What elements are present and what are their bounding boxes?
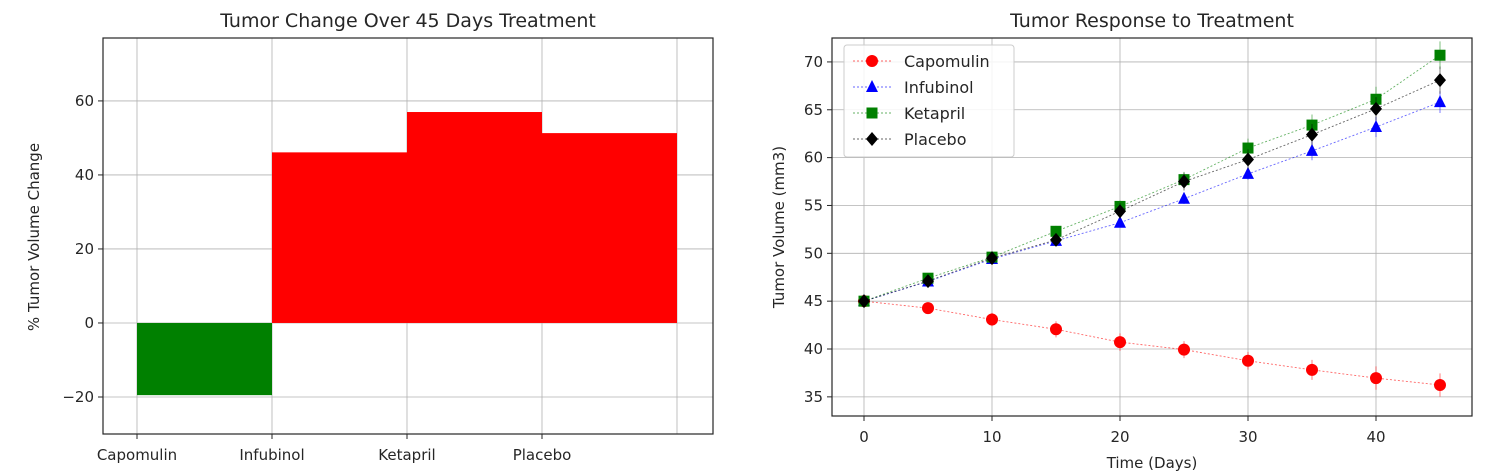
data-point [1114, 215, 1126, 228]
bar [542, 133, 677, 323]
line-y-ticks: 35 40 45 50 55 60 65 70 [804, 53, 832, 406]
line-legend: Capomulin Infubinol Ketapril Placebo [843, 44, 1015, 158]
series-line [863, 54, 1441, 302]
legend-item: Placebo [853, 130, 966, 149]
data-point [986, 313, 998, 326]
bar-x-tick-label: Capomulin [97, 446, 177, 464]
legend-item: Ketapril [853, 104, 965, 123]
line-y-tick-label: 50 [804, 244, 823, 262]
line-y-tick-label: 45 [804, 292, 823, 310]
bar-x-ticks: Capomulin Infubinol Ketapril Placebo [97, 434, 571, 464]
data-point [1242, 354, 1254, 367]
line-y-tick-label: 65 [804, 101, 823, 119]
line-series [858, 41, 1446, 397]
bar-y-tick-label: 60 [75, 92, 94, 110]
line-x-ticks: 0 10 20 30 40 [859, 416, 1386, 446]
data-point [1050, 225, 1062, 237]
data-point [1434, 49, 1446, 61]
line-y-tick-label: 55 [804, 196, 823, 214]
data-point [1114, 336, 1126, 349]
series-line [863, 101, 1441, 302]
data-point [1370, 372, 1382, 385]
line-chart: 35 40 45 50 55 60 65 70 0 10 20 30 40 Tumor Respons… [770, 10, 1473, 472]
data-point [1114, 204, 1126, 219]
bar-plot-frame [102, 37, 714, 435]
data-point [1178, 174, 1190, 189]
data-point [1178, 191, 1190, 204]
bar-y-axis-label: % Tumor Volume Change [25, 143, 43, 331]
data-point [922, 274, 934, 289]
data-point [1242, 152, 1254, 167]
bar-chart: −20 0 20 40 60 Capomulin Infubinol Ketapril Pla… [25, 10, 714, 464]
data-point [858, 294, 870, 309]
data-point [1178, 343, 1190, 356]
bar-y-tick-label: −20 [62, 388, 94, 406]
line-x-axis-label: Time (Days) [1106, 454, 1198, 472]
data-point [922, 302, 934, 315]
bar-y-tick-label: 0 [84, 314, 94, 332]
data-point [1370, 101, 1382, 116]
line-x-tick-label: 30 [1238, 428, 1257, 446]
line-chart-title: Tumor Response to Treatment [1009, 10, 1294, 32]
bar-x-tick-label: Placebo [513, 446, 572, 464]
data-point [1370, 119, 1382, 132]
data-point [986, 251, 998, 266]
data-point [1306, 143, 1318, 156]
legend-label: Ketapril [904, 104, 965, 123]
legend-box [843, 44, 1015, 158]
line-y-tick-label: 35 [804, 388, 823, 406]
legend-item: Infubinol [853, 78, 974, 97]
line-x-tick-label: 10 [982, 428, 1001, 446]
line-y-tick-label: 70 [804, 53, 823, 71]
bar-y-ticks: −20 0 20 40 60 [62, 92, 103, 406]
data-point [1242, 166, 1254, 179]
bar [272, 152, 407, 323]
bar-x-tick-label: Ketapril [378, 446, 435, 464]
data-point [1434, 95, 1446, 108]
bar [137, 322, 272, 396]
bar-chart-title: Tumor Change Over 45 Days Treatment [219, 10, 596, 32]
bar [407, 112, 542, 323]
data-point [1434, 73, 1446, 88]
legend-label: Capomulin [904, 52, 990, 71]
data-point [1242, 142, 1254, 154]
series-capomulin [858, 295, 1446, 397]
legend-marker [866, 107, 878, 119]
line-x-tick-label: 20 [1110, 428, 1129, 446]
bar-y-tick-label: 20 [75, 240, 94, 258]
legend-marker [866, 80, 878, 92]
legend-label: Infubinol [904, 78, 974, 97]
line-y-axis-label: Tumor Volume (mm3) [770, 146, 788, 309]
line-y-tick-label: 40 [804, 340, 823, 358]
legend-label: Placebo [904, 130, 966, 149]
line-y-tick-label: 60 [804, 149, 823, 167]
data-point [1306, 363, 1318, 376]
legend-marker [866, 55, 878, 67]
bar-y-tick-label: 40 [75, 166, 94, 184]
series-placebo [858, 66, 1446, 309]
bar-series [137, 112, 677, 396]
bar-x-tick-label: Infubinol [239, 446, 304, 464]
data-point [1050, 232, 1062, 247]
legend-marker [866, 132, 878, 146]
data-point [1306, 127, 1318, 142]
line-plot-frame [831, 37, 1473, 417]
series-line [863, 300, 1441, 386]
data-point [1434, 378, 1446, 391]
line-x-tick-label: 40 [1366, 428, 1385, 446]
legend-item: Capomulin [853, 52, 990, 71]
line-x-tick-label: 0 [859, 428, 869, 446]
series-line [863, 79, 1441, 302]
data-point [1050, 323, 1062, 336]
